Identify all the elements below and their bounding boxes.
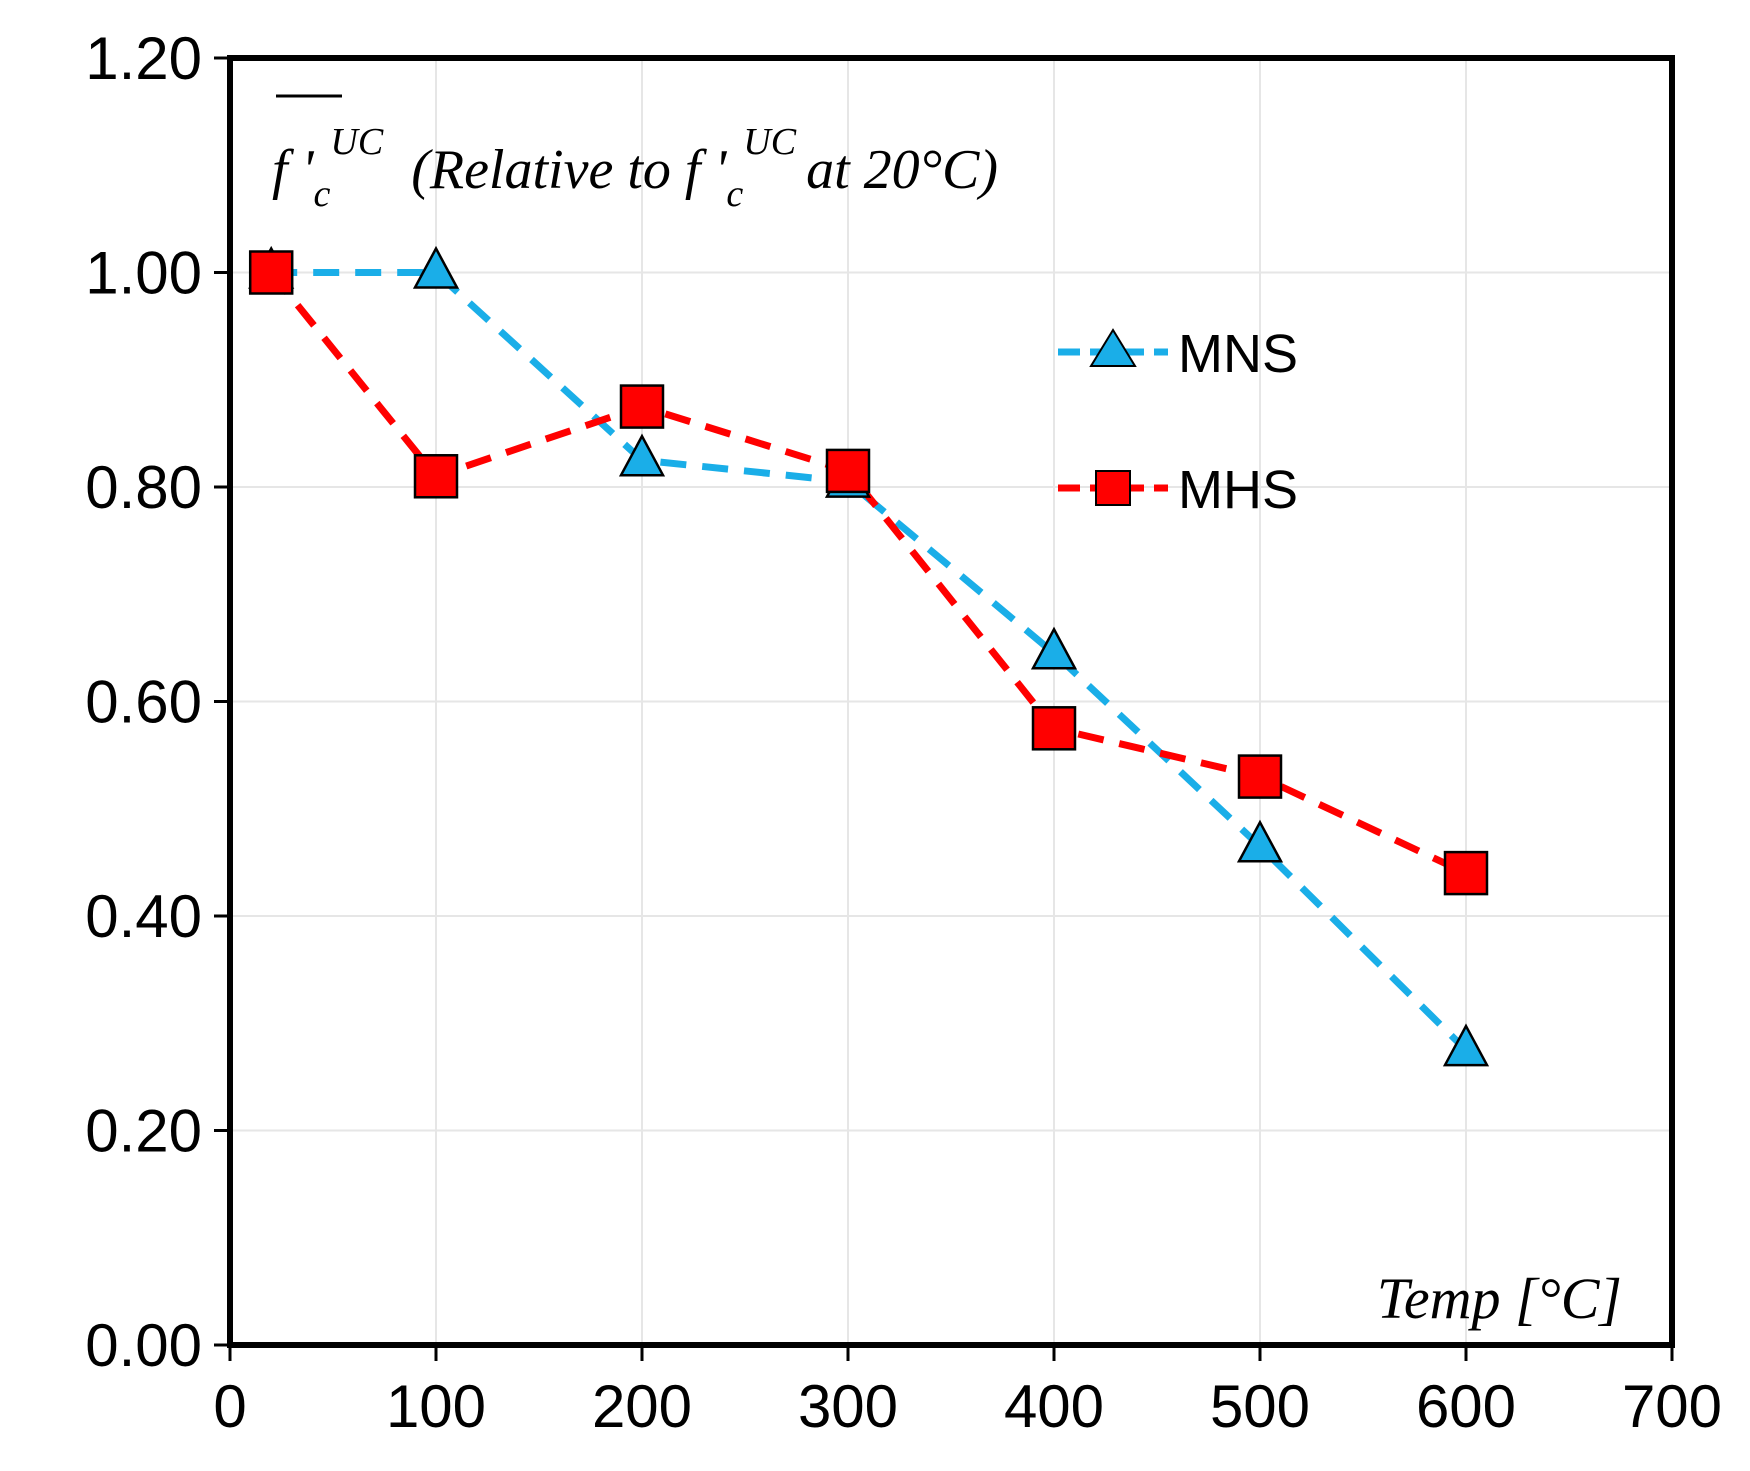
y-tick-label: 0.80	[85, 454, 202, 521]
y-label-relative-prefix: (Relative to	[411, 139, 671, 201]
x-tick-labels: 0 100 200 300 400 500 600 700	[213, 1373, 1722, 1440]
grid	[229, 57, 1673, 1346]
marker-mhs	[619, 384, 665, 429]
marker-mhs	[825, 448, 871, 494]
y-label-symbol-sub: c	[314, 173, 331, 215]
y-label-ref-sup: UC	[743, 121, 796, 163]
x-tick-label: 200	[592, 1373, 692, 1440]
marker-mhs	[248, 250, 294, 295]
y-tick-label: 1.20	[85, 25, 202, 92]
y-tick-labels: 0.00 0.20 0.40 0.60 0.80 1.00 1.20	[85, 25, 202, 1379]
y-tick-label: 0.20	[85, 1098, 202, 1165]
x-tick-label: 100	[386, 1373, 486, 1440]
marker-mhs	[1443, 850, 1489, 896]
x-tick-label: 700	[1622, 1373, 1722, 1440]
y-label-symbol: f '	[272, 139, 315, 201]
legend-mns-label: MNS	[1178, 324, 1298, 384]
x-tick-label: 300	[798, 1373, 898, 1440]
x-tick-label: 400	[1004, 1373, 1104, 1440]
y-tick-label: 0.60	[85, 669, 202, 736]
marker-mhs	[1031, 706, 1077, 751]
marker-mns	[1442, 1023, 1490, 1067]
y-axis-label: f 'cUC (Relative to f 'cUC at 20°C)	[272, 121, 998, 215]
plot-frame	[227, 55, 1675, 1348]
y-tick-label: 1.00	[85, 240, 202, 307]
y-label-ref-sub: c	[726, 173, 743, 215]
legend-mhs-label: MHS	[1178, 460, 1298, 520]
marker-mhs	[413, 454, 459, 499]
legend-mhs-marker	[1095, 470, 1131, 506]
legend-mns-marker	[1089, 328, 1137, 367]
legend: MNS MHS	[1058, 324, 1298, 520]
marker-mns	[412, 245, 460, 289]
marker-mns	[618, 433, 666, 477]
y-label-relative-suffix: at 20°C)	[806, 139, 998, 201]
marker-mns	[1236, 819, 1284, 863]
x-axis-label: Temp [°C]	[1377, 1266, 1622, 1331]
marker-mhs	[1237, 754, 1283, 799]
marker-mns	[1030, 626, 1078, 670]
x-tick-label: 500	[1210, 1373, 1310, 1440]
y-tick-label: 0.40	[85, 883, 202, 950]
y-label-symbol-sup: UC	[330, 121, 383, 163]
series-markers	[248, 245, 1490, 1067]
series-line-mns	[271, 269, 1469, 1053]
legend-item-mns: MNS	[1058, 324, 1298, 384]
x-tick-label: 600	[1416, 1373, 1516, 1440]
legend-item-mhs: MHS	[1058, 460, 1298, 520]
y-tick-label: 0.00	[85, 1312, 202, 1379]
x-tick-label: 0	[213, 1373, 246, 1440]
series-lines	[268, 269, 1469, 1053]
y-label-ref-symbol: f '	[685, 139, 728, 201]
